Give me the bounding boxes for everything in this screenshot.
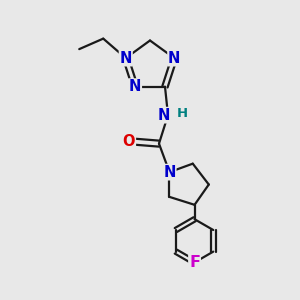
Text: F: F — [189, 255, 200, 270]
Text: N: N — [157, 108, 170, 123]
Text: O: O — [123, 134, 135, 149]
Text: N: N — [129, 79, 141, 94]
Text: H: H — [176, 107, 188, 120]
Text: N: N — [163, 165, 176, 180]
Text: N: N — [120, 51, 132, 66]
Text: N: N — [168, 51, 180, 66]
